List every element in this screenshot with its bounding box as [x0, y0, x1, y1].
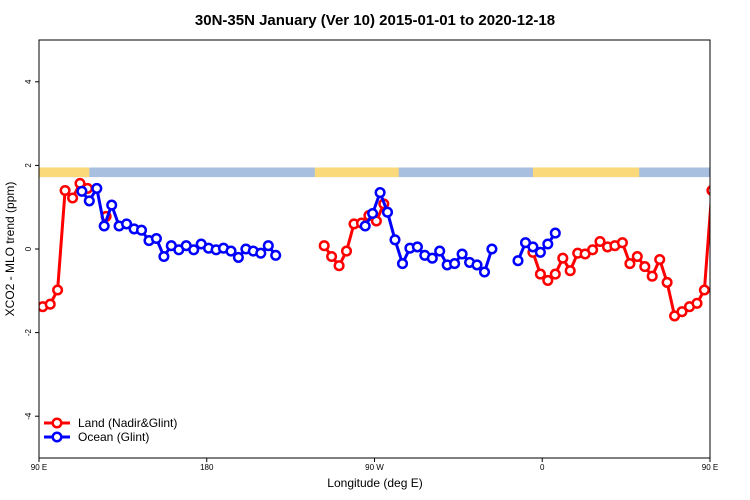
legend-label: Ocean (Glint) — [78, 430, 149, 444]
data-point — [232, 251, 244, 263]
y-tick-label: -2 — [24, 328, 33, 336]
legend-label: Land (Nadir&Glint) — [78, 416, 177, 430]
data-point — [76, 185, 88, 197]
data-point — [706, 185, 710, 196]
land-ocean-mask — [39, 167, 710, 178]
data-point — [381, 206, 394, 218]
x-axis-label: Longitude (deg E) — [327, 476, 422, 490]
data-point — [389, 234, 401, 246]
data-point — [270, 249, 282, 261]
legend: Land (Nadir&Glint)Ocean (Glint) — [44, 416, 177, 444]
data-point — [631, 250, 643, 263]
land-mask-segment — [532, 167, 640, 178]
data-point — [326, 250, 338, 263]
data-point — [367, 207, 379, 220]
legend-marker — [51, 431, 63, 443]
data-point — [676, 306, 688, 318]
chart-title: 30N-35N January (Ver 10) 2015-01-01 to 2… — [195, 12, 555, 29]
y-axis-label: XCO2 - MLO trend (ppm) — [3, 182, 17, 317]
data-point — [44, 298, 56, 310]
series-group — [39, 177, 739, 322]
x-tick-label: 0 — [540, 463, 545, 472]
data-point — [471, 259, 483, 271]
data-point — [396, 258, 409, 270]
data-point — [150, 232, 162, 245]
data-point — [724, 187, 733, 196]
data-point — [715, 194, 724, 203]
data-point — [52, 284, 64, 296]
x-tick-label: 90 E — [702, 463, 718, 472]
data-point — [340, 245, 353, 257]
data-point — [158, 250, 170, 263]
data-point — [732, 197, 741, 206]
data-point — [639, 261, 651, 273]
data-point — [262, 240, 274, 252]
data-point — [188, 244, 200, 256]
data-point — [624, 258, 636, 270]
data-point — [698, 284, 710, 296]
data-point — [106, 199, 118, 211]
data-point — [478, 266, 491, 278]
data-point — [587, 244, 599, 256]
data-point — [534, 246, 546, 258]
y-tick-label: 2 — [24, 163, 33, 168]
x-tick-label: 90 W — [365, 463, 384, 472]
data-point — [83, 195, 95, 207]
data-point — [549, 227, 561, 239]
data-point — [426, 252, 438, 264]
data-point — [646, 270, 658, 282]
data-point — [434, 245, 446, 257]
data-point — [411, 241, 423, 253]
data-point — [739, 184, 748, 193]
data-point — [449, 258, 461, 270]
series-group — [76, 182, 750, 278]
data-point — [225, 245, 237, 257]
data-point — [98, 220, 110, 232]
series-line — [729, 188, 750, 256]
y-tick-label: -4 — [24, 412, 33, 420]
x-tick-label: 90 E — [31, 463, 47, 472]
data-point — [67, 192, 79, 204]
data-point — [121, 218, 133, 230]
legend-marker — [51, 417, 63, 429]
y-tick-label: 4 — [24, 79, 33, 84]
data-point — [135, 224, 148, 236]
data-point — [549, 268, 561, 280]
data-point — [534, 268, 546, 280]
data-point — [594, 235, 606, 248]
data-point — [723, 179, 732, 188]
y-tick-label: 0 — [24, 246, 33, 251]
land-mask-segment — [39, 167, 90, 178]
data-point — [654, 253, 666, 266]
data-point — [691, 297, 703, 309]
data-point — [486, 243, 498, 255]
data-point — [318, 240, 330, 252]
land-mask-segment — [314, 167, 399, 178]
data-point — [542, 238, 554, 250]
data-point — [730, 184, 739, 193]
x-axis-ticks: 90 E 180 90 W 0 90 E — [31, 458, 718, 472]
data-point — [333, 260, 345, 272]
data-point — [91, 182, 103, 194]
data-point — [374, 187, 386, 199]
data-point — [542, 274, 554, 286]
data-point — [456, 248, 468, 260]
y-axis-ticks: -4 -2 0 2 4 — [24, 79, 39, 420]
x-tick-label: 180 — [200, 463, 214, 472]
data-point — [255, 247, 267, 259]
series-line — [531, 195, 710, 318]
data-point — [59, 184, 71, 197]
series-line — [42, 181, 89, 309]
series-layer — [39, 177, 750, 322]
data-point — [564, 265, 576, 277]
data-point — [512, 255, 524, 267]
data-point — [527, 241, 539, 253]
data-point — [557, 252, 569, 264]
data-point — [616, 237, 628, 249]
data-point — [661, 276, 673, 288]
data-point — [359, 220, 371, 232]
